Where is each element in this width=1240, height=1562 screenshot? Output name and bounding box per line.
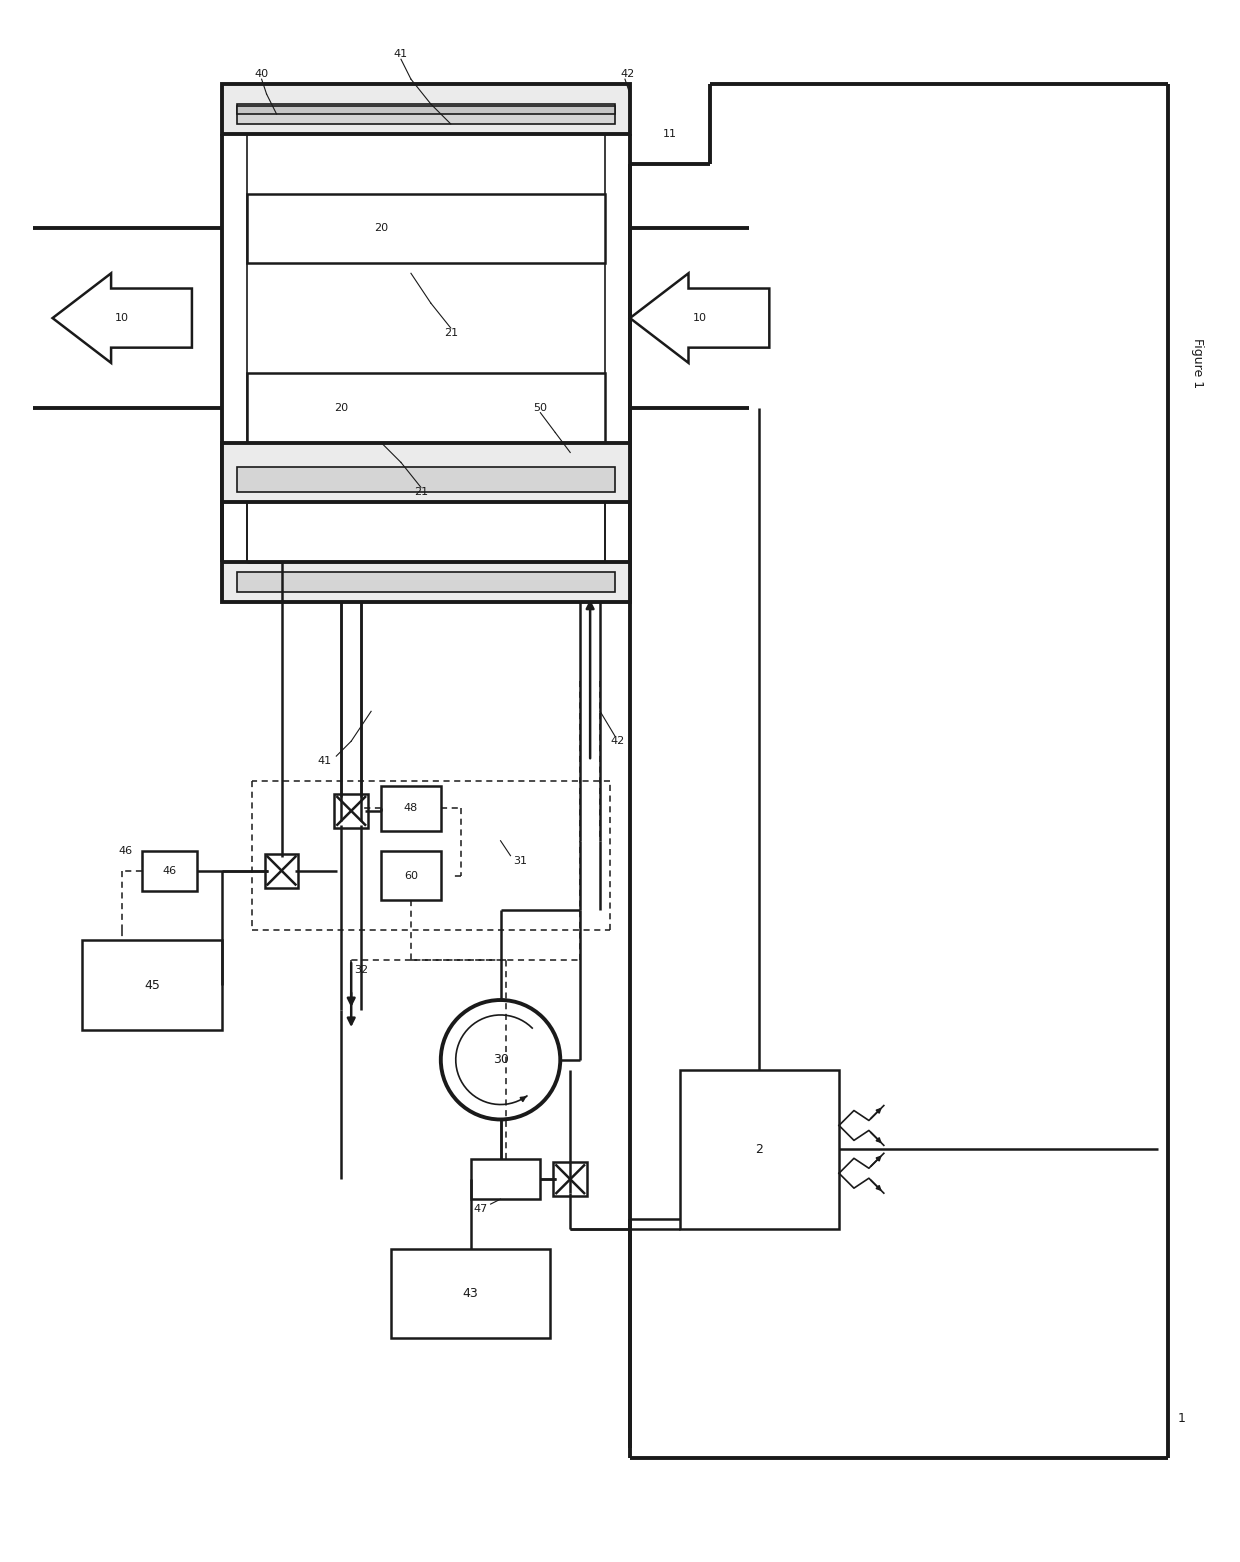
Polygon shape bbox=[52, 273, 192, 362]
Bar bbox=[381, 851, 440, 900]
Text: 60: 60 bbox=[404, 870, 418, 881]
Bar bbox=[335, 793, 368, 828]
Text: 40: 40 bbox=[254, 69, 269, 80]
Text: 20: 20 bbox=[335, 403, 348, 412]
Text: 30: 30 bbox=[492, 1053, 508, 1067]
Text: 20: 20 bbox=[374, 223, 388, 233]
Text: 46: 46 bbox=[118, 845, 133, 856]
Bar bbox=[82, 940, 222, 1029]
Bar bbox=[264, 854, 299, 887]
Text: 21: 21 bbox=[414, 487, 428, 497]
Text: 11: 11 bbox=[662, 130, 677, 139]
Text: 50: 50 bbox=[533, 403, 547, 412]
Bar bbox=[471, 1159, 541, 1200]
Text: 1: 1 bbox=[1178, 1412, 1185, 1425]
Text: 43: 43 bbox=[463, 1287, 479, 1300]
Text: 32: 32 bbox=[355, 965, 368, 975]
Bar bbox=[222, 84, 630, 134]
Polygon shape bbox=[630, 273, 769, 362]
Text: 42: 42 bbox=[620, 69, 634, 80]
Text: 41: 41 bbox=[394, 50, 408, 59]
Text: 45: 45 bbox=[144, 978, 160, 992]
Bar bbox=[222, 442, 630, 503]
Text: 41: 41 bbox=[317, 756, 331, 765]
Text: 10: 10 bbox=[115, 312, 129, 323]
Text: 42: 42 bbox=[610, 736, 624, 747]
Text: 2: 2 bbox=[755, 1143, 764, 1156]
Bar bbox=[237, 572, 615, 592]
Bar bbox=[381, 786, 440, 831]
Bar bbox=[680, 1070, 839, 1229]
Bar bbox=[247, 194, 605, 264]
Text: 31: 31 bbox=[513, 856, 527, 865]
Bar bbox=[237, 105, 615, 123]
Text: 46: 46 bbox=[162, 865, 176, 876]
Text: 21: 21 bbox=[444, 328, 458, 337]
Text: 47: 47 bbox=[474, 1204, 487, 1214]
Bar bbox=[237, 467, 615, 492]
Bar bbox=[237, 106, 615, 114]
Bar bbox=[143, 851, 197, 890]
Bar bbox=[222, 562, 630, 601]
Text: 10: 10 bbox=[693, 312, 707, 323]
Bar bbox=[247, 373, 605, 442]
Bar bbox=[391, 1250, 551, 1339]
Bar bbox=[553, 1162, 588, 1196]
Text: Figure 1: Figure 1 bbox=[1190, 337, 1204, 387]
Text: 48: 48 bbox=[404, 803, 418, 814]
